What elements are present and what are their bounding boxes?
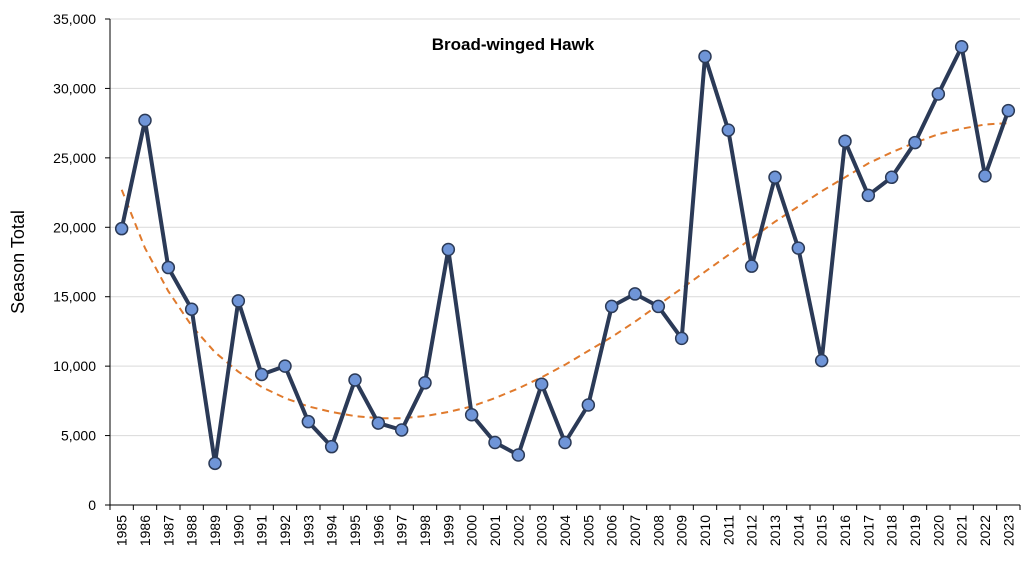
data-point [838, 134, 852, 148]
data-point [884, 170, 899, 185]
y-tick-label: 25,000 [53, 150, 96, 166]
data-point [861, 188, 876, 203]
x-tick-label: 2004 [557, 515, 573, 546]
data-point [488, 435, 502, 450]
y-tick-label: 20,000 [53, 219, 96, 235]
x-tick-label: 1992 [277, 515, 293, 546]
x-tick-label: 2017 [860, 515, 876, 546]
x-tick-label: 1994 [324, 515, 340, 546]
data-point [1001, 103, 1016, 118]
data-point [208, 456, 222, 471]
x-tick-label: 2018 [884, 515, 900, 546]
x-tick-label: 2022 [977, 515, 993, 546]
data-point [674, 331, 689, 346]
x-tick-label: 2001 [487, 515, 503, 546]
data-point [558, 435, 572, 450]
x-tick-label: 2023 [1000, 515, 1016, 546]
x-tick-label: 2008 [650, 515, 666, 546]
data-point [954, 40, 969, 54]
y-tick-label: 10,000 [53, 358, 96, 374]
x-tick-label: 2014 [790, 515, 806, 546]
data-point [604, 299, 619, 314]
data-point [161, 260, 176, 275]
x-tick-label: 2000 [464, 515, 480, 546]
series-layer [114, 40, 1016, 471]
data-point [721, 123, 736, 137]
x-tick-label: 2012 [744, 515, 760, 546]
gridlines [110, 18, 1020, 437]
y-tick-label: 35,000 [53, 11, 96, 27]
x-tick-label: 1996 [370, 515, 386, 546]
x-tick-label: 1987 [160, 515, 176, 546]
x-tick-label: 2002 [510, 515, 526, 546]
x-tick-label: 2013 [767, 515, 783, 546]
x-tick-label: 1988 [184, 515, 200, 546]
data-point [114, 221, 129, 236]
chart-title: Broad-winged Hawk [432, 35, 595, 54]
data-point [138, 113, 152, 128]
data-point [744, 259, 759, 273]
data-point [814, 353, 829, 368]
x-tick-label: 1995 [347, 515, 363, 546]
x-tick-label: 2007 [627, 515, 643, 546]
x-tick-label: 2005 [580, 515, 596, 546]
y-tick-label: 5,000 [61, 428, 96, 444]
data-point [511, 448, 526, 462]
data-point [931, 87, 946, 101]
data-point [394, 423, 409, 437]
x-tick-label: 2011 [720, 515, 736, 545]
x-tick-label: 2009 [674, 515, 690, 546]
x-tick-label: 2021 [954, 515, 970, 546]
data-point [628, 287, 642, 301]
x-tick-label: 2019 [907, 515, 923, 546]
data-point [418, 376, 432, 390]
data-point [534, 377, 549, 391]
y-axis-label: Season Total [8, 210, 28, 314]
data-point [908, 135, 922, 150]
x-tick-label: 2010 [697, 515, 713, 546]
x-tick-label: 1986 [137, 515, 153, 546]
data-point [768, 170, 782, 185]
data-point [978, 169, 992, 183]
x-axis: 1985 1986 1987 1988 1989 1990 1991 1992 1993 1994… [109, 504, 1021, 546]
x-tick-label: 1999 [440, 515, 456, 546]
data-point [581, 398, 596, 412]
y-axis: 0 5,000 10,000 15,000 20,000 25,000 30,000 35,0… [53, 11, 111, 513]
trend-line [120, 122, 1009, 420]
data-point [651, 299, 666, 314]
series-line [119, 44, 1011, 466]
data-point [464, 407, 479, 422]
data-point [324, 439, 339, 454]
x-tick-label: 1991 [254, 515, 270, 546]
x-tick-label: 1993 [300, 515, 316, 546]
data-point [301, 414, 316, 429]
y-tick-label: 30,000 [53, 80, 96, 96]
x-tick-label: 2006 [604, 515, 620, 546]
x-tick-label: 1998 [417, 515, 433, 546]
data-point [441, 242, 456, 257]
x-tick-label: 1997 [394, 515, 410, 546]
data-point [791, 241, 806, 255]
x-tick-label: 1990 [230, 515, 246, 546]
data-point [698, 49, 712, 64]
x-tick-label: 2015 [814, 515, 830, 546]
y-tick-label: 0 [88, 497, 96, 513]
x-tick-label: 2003 [534, 515, 550, 546]
data-point [348, 373, 362, 387]
x-tick-label: 1985 [114, 515, 130, 546]
data-point [371, 416, 386, 430]
data-point [278, 359, 292, 373]
x-tick-label: 2020 [930, 515, 946, 546]
y-tick-label: 15,000 [53, 289, 96, 305]
x-tick-label: 1989 [207, 515, 223, 546]
data-point [254, 367, 269, 382]
data-point [231, 294, 246, 308]
x-tick-label: 2016 [837, 515, 853, 546]
data-point [184, 302, 199, 316]
